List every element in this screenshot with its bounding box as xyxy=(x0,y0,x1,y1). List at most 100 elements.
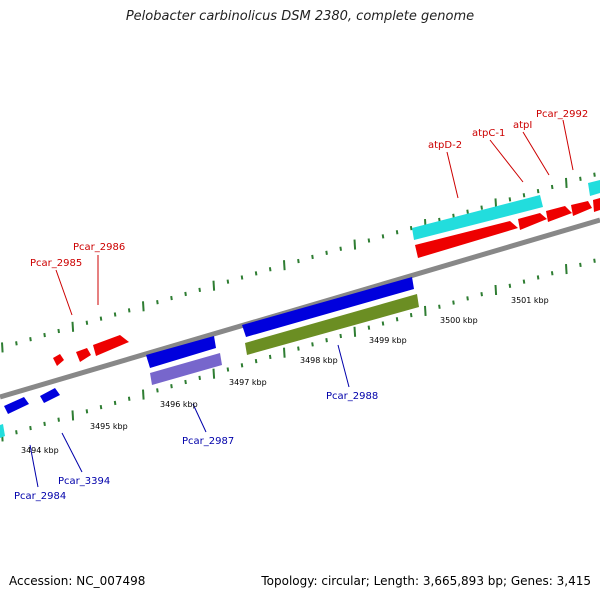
gene-label-pcar-2986[interactable]: Pcar_2986 xyxy=(73,242,125,253)
rna-feature-atpd-2[interactable] xyxy=(412,195,543,240)
lower-tick xyxy=(268,354,272,360)
connector-pcar-2988 xyxy=(337,344,350,388)
gene-label-pcar-2988[interactable]: Pcar_2988 xyxy=(326,391,378,402)
gene-feature-pcar-2984[interactable] xyxy=(4,397,29,414)
lower-tick xyxy=(536,275,540,280)
gene-feature-atpc-1[interactable] xyxy=(518,213,547,230)
upper-tick-row xyxy=(1,172,596,353)
lower-tick xyxy=(254,358,258,364)
lower-tick xyxy=(184,379,187,385)
gene-label-pcar-2992[interactable]: Pcar_2992 xyxy=(536,109,588,120)
tick-label-3500: 3500 kbp xyxy=(440,316,478,325)
lower-tick xyxy=(311,342,314,347)
forward-features xyxy=(53,180,600,366)
genome-backbone xyxy=(0,217,600,400)
upper-tick xyxy=(226,279,230,284)
gene-label-pcar-2987[interactable]: Pcar_2987 xyxy=(182,436,234,447)
upper-tick xyxy=(311,254,314,260)
upper-tick xyxy=(29,337,32,342)
gene-label-atpi[interactable]: atpI xyxy=(513,120,532,131)
upper-tick xyxy=(565,177,568,188)
gene-feature-pcar-2988-olive[interactable] xyxy=(245,294,419,355)
lower-tick xyxy=(43,421,46,427)
rna-feature-left[interactable] xyxy=(0,424,5,438)
lower-tick xyxy=(127,396,131,401)
upper-tick xyxy=(254,271,258,276)
gene-label-pcar-2984[interactable]: Pcar_2984 xyxy=(14,491,66,502)
lower-tick xyxy=(395,317,399,322)
gene-feature-pcar-2987[interactable] xyxy=(146,336,216,368)
lower-tick xyxy=(339,333,342,339)
lower-tick xyxy=(579,262,582,268)
gene-label-atpc-1[interactable]: atpC-1 xyxy=(472,128,505,139)
connector-pcar-2984 xyxy=(29,444,39,488)
upper-tick xyxy=(367,238,371,243)
gene-feature-pcar-2992-b[interactable] xyxy=(593,198,600,212)
lower-tick xyxy=(466,296,469,301)
upper-tick xyxy=(127,308,131,313)
lower-tick-row xyxy=(1,258,596,442)
upper-tick xyxy=(170,295,173,301)
reverse-features xyxy=(0,277,419,438)
tick-label-3498: 3498 kbp xyxy=(300,356,338,365)
upper-tick xyxy=(466,209,469,214)
upper-tick xyxy=(325,250,328,255)
gene-label-pcar-3394[interactable]: Pcar_3394 xyxy=(58,476,110,487)
accession-text: Accession: NC_007498 xyxy=(9,574,146,588)
tick-label-3494: 3494 kbp xyxy=(21,446,59,455)
gene-label-atpd-2[interactable]: atpD-2 xyxy=(428,140,462,151)
gene-feature-atpi-a[interactable] xyxy=(546,206,572,222)
upper-tick xyxy=(268,267,272,272)
rna-feature-right[interactable] xyxy=(588,180,600,196)
gene-feature-pcar-2987-purple[interactable] xyxy=(150,353,222,385)
connector-atpc-1 xyxy=(489,139,524,183)
connector-pcar-2987 xyxy=(192,403,207,433)
lower-tick xyxy=(71,410,75,421)
lower-tick xyxy=(325,338,328,343)
genome-stats-text: Topology: circular; Length: 3,665,893 bp… xyxy=(261,574,591,588)
map-title: Pelobacter carbinolicus DSM 2380, comple… xyxy=(125,9,475,24)
upper-tick xyxy=(1,342,4,353)
upper-tick xyxy=(156,300,159,305)
lower-tick xyxy=(494,284,498,296)
gene-feature-pcar-2985[interactable] xyxy=(53,354,64,366)
gene-feature-pcar-2986[interactable] xyxy=(93,335,129,356)
upper-tick xyxy=(57,328,60,334)
upper-tick xyxy=(15,341,18,346)
lower-tick xyxy=(452,300,455,305)
gene-feature-pcar-2992-a[interactable] xyxy=(571,201,592,216)
gene-label-pcar-2985[interactable]: Pcar_2985 xyxy=(30,258,82,269)
lower-tick xyxy=(99,404,103,410)
upper-tick xyxy=(184,291,187,297)
upper-tick xyxy=(579,176,582,181)
upper-tick xyxy=(283,260,286,271)
connector-atpd-2 xyxy=(446,151,459,199)
connector-pcar-2992 xyxy=(562,119,574,171)
lower-tick xyxy=(522,279,526,284)
gene-feature-pcar-2988[interactable] xyxy=(242,277,414,337)
gene-feature-pcar-2986a[interactable] xyxy=(76,348,91,362)
lower-tick xyxy=(565,264,568,275)
upper-tick xyxy=(381,234,385,239)
lower-tick xyxy=(381,321,385,326)
lower-tick xyxy=(226,367,230,372)
lower-tick xyxy=(29,425,32,431)
gene-labels: Pcar_2985 Pcar_2986 atpD-2 atpC-1 atpI P… xyxy=(14,109,588,502)
gene-feature-pcar-3394[interactable] xyxy=(40,388,60,403)
lower-tick xyxy=(198,375,201,380)
lower-tick xyxy=(480,292,483,297)
upper-tick xyxy=(409,226,413,231)
lower-tick xyxy=(142,389,145,400)
gene-feature-atpd-2[interactable] xyxy=(415,221,518,258)
upper-tick xyxy=(85,320,89,325)
upper-tick xyxy=(297,258,300,264)
upper-tick xyxy=(550,184,554,190)
connector-pcar-3394 xyxy=(61,432,83,473)
upper-tick xyxy=(480,205,483,210)
lower-tick xyxy=(424,305,427,316)
lower-tick xyxy=(113,400,117,406)
lower-tick xyxy=(297,346,300,351)
tick-label-3501: 3501 kbp xyxy=(511,296,549,305)
upper-tick xyxy=(353,239,357,250)
